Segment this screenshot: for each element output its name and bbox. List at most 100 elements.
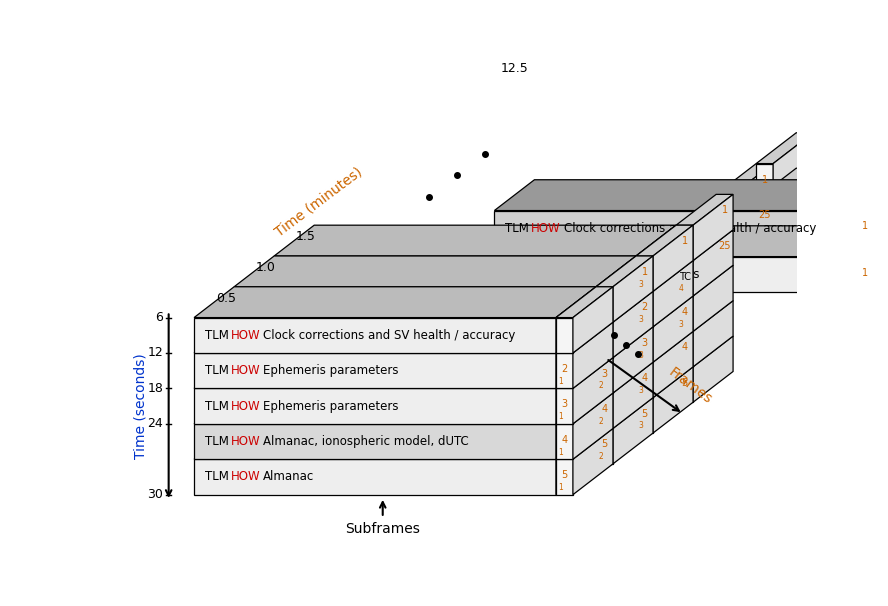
Text: 1: 1	[559, 483, 563, 492]
Text: 12.5: 12.5	[500, 62, 528, 75]
Polygon shape	[636, 256, 653, 291]
Polygon shape	[274, 367, 676, 398]
Text: 1.5: 1.5	[296, 230, 316, 243]
Polygon shape	[194, 358, 596, 388]
Polygon shape	[194, 393, 596, 424]
Text: 25: 25	[758, 210, 771, 220]
Polygon shape	[613, 398, 653, 464]
Polygon shape	[573, 358, 613, 424]
Text: 4: 4	[601, 404, 607, 414]
Polygon shape	[636, 225, 693, 256]
Text: 2: 2	[599, 381, 603, 390]
Text: 1: 1	[559, 448, 563, 457]
Text: 5: 5	[601, 439, 607, 450]
Text: 1: 1	[762, 175, 768, 184]
Text: 1: 1	[641, 267, 647, 277]
Polygon shape	[636, 291, 653, 327]
Polygon shape	[856, 226, 888, 292]
Polygon shape	[676, 367, 693, 402]
Polygon shape	[274, 398, 636, 433]
Text: 1: 1	[861, 267, 868, 278]
Polygon shape	[613, 256, 653, 322]
Polygon shape	[556, 393, 613, 424]
Polygon shape	[636, 367, 676, 433]
Polygon shape	[274, 291, 636, 327]
Polygon shape	[856, 226, 888, 256]
Text: 4: 4	[678, 284, 683, 293]
Text: 1.0: 1.0	[256, 261, 275, 274]
Polygon shape	[733, 164, 773, 230]
Polygon shape	[495, 256, 856, 292]
Text: 3: 3	[641, 338, 647, 348]
Polygon shape	[596, 291, 636, 358]
Text: TLM: TLM	[205, 435, 229, 448]
Polygon shape	[676, 331, 693, 367]
Polygon shape	[636, 296, 676, 362]
Text: 18: 18	[147, 382, 163, 395]
Polygon shape	[693, 265, 733, 331]
Text: 3: 3	[638, 386, 643, 395]
Polygon shape	[194, 322, 596, 353]
Text: 30: 30	[147, 488, 163, 501]
Text: 5: 5	[681, 378, 687, 388]
Polygon shape	[733, 199, 773, 265]
Text: 4: 4	[641, 373, 647, 383]
Polygon shape	[873, 226, 888, 292]
Polygon shape	[556, 388, 573, 424]
Polygon shape	[676, 336, 733, 367]
Polygon shape	[573, 287, 613, 353]
Polygon shape	[676, 301, 733, 331]
Polygon shape	[234, 362, 636, 393]
Polygon shape	[556, 428, 596, 494]
Text: 12: 12	[147, 347, 163, 359]
Polygon shape	[274, 362, 636, 398]
Polygon shape	[234, 327, 636, 358]
Polygon shape	[693, 301, 733, 367]
Polygon shape	[716, 164, 773, 195]
Polygon shape	[856, 180, 888, 210]
Polygon shape	[556, 353, 573, 388]
Polygon shape	[194, 353, 556, 388]
Polygon shape	[194, 424, 556, 459]
Text: 1: 1	[681, 236, 687, 246]
Text: 3: 3	[561, 399, 567, 410]
Polygon shape	[653, 367, 693, 433]
Polygon shape	[573, 428, 613, 494]
Text: TLM: TLM	[505, 222, 529, 235]
Text: HOW: HOW	[231, 470, 261, 484]
Polygon shape	[274, 331, 676, 362]
Text: 25: 25	[718, 241, 731, 251]
Text: 4: 4	[561, 435, 567, 445]
Polygon shape	[653, 331, 693, 398]
Polygon shape	[613, 362, 653, 428]
Text: Ephemeris parameters: Ephemeris parameters	[264, 364, 399, 377]
Polygon shape	[194, 428, 596, 459]
Text: 1: 1	[722, 205, 727, 215]
Text: HOW: HOW	[531, 222, 561, 235]
Polygon shape	[636, 331, 693, 362]
Polygon shape	[757, 164, 773, 199]
Text: 2: 2	[599, 417, 603, 426]
Polygon shape	[636, 261, 693, 291]
Text: HOW: HOW	[231, 435, 261, 448]
Polygon shape	[716, 195, 733, 230]
Text: 2: 2	[561, 364, 567, 374]
Polygon shape	[556, 322, 596, 388]
Polygon shape	[495, 180, 888, 210]
Text: 2: 2	[641, 302, 647, 312]
Polygon shape	[556, 318, 573, 353]
Polygon shape	[636, 362, 653, 398]
Polygon shape	[194, 388, 556, 424]
Polygon shape	[856, 210, 873, 246]
Polygon shape	[234, 256, 636, 287]
Polygon shape	[596, 327, 636, 393]
Polygon shape	[573, 322, 613, 388]
Polygon shape	[596, 393, 613, 428]
Text: 1: 1	[561, 328, 567, 339]
Polygon shape	[274, 261, 676, 291]
Polygon shape	[495, 210, 856, 246]
Polygon shape	[856, 180, 888, 246]
Text: 3: 3	[638, 315, 643, 324]
Text: TLM: TLM	[205, 329, 229, 342]
Polygon shape	[596, 428, 613, 464]
